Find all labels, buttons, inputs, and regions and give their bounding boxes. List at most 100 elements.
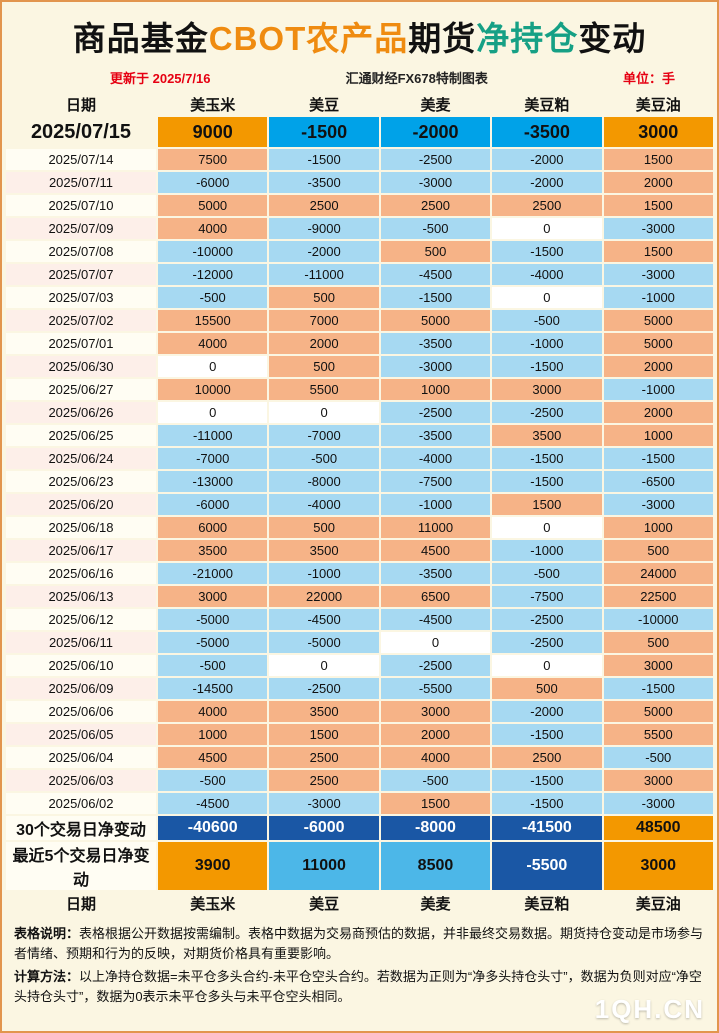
date-cell: 2025/06/30 [6, 356, 156, 377]
value-cell: 1000 [158, 724, 268, 745]
value-cell: -1500 [492, 241, 602, 262]
value-cell: 3500 [269, 540, 379, 561]
value-cell: 500 [269, 356, 379, 377]
date-cell: 2025/07/15 [30, 120, 132, 143]
column-header-3: 美麦 [420, 96, 451, 114]
value-cell: -8000 [269, 471, 379, 492]
value-cell: 11000 [380, 517, 491, 538]
value-cell: 2000 [380, 724, 491, 745]
value-cell: -500 [380, 770, 491, 791]
value-cell: 5500 [603, 724, 713, 745]
value-cell: -1500 [492, 448, 602, 469]
date-cell: 2025/06/13 [6, 586, 156, 607]
value-cell: 4000 [158, 333, 268, 354]
date-cell: 2025/07/09 [6, 218, 156, 239]
data-row: 2025/06/20 -6000 -4000 -1000 1500 -3000 [6, 494, 713, 515]
value-cell: -9000 [269, 218, 379, 239]
value-cell: -4000 [380, 448, 491, 469]
column-header-1: 美玉米 [190, 96, 236, 114]
value-cell: -4000 [492, 264, 602, 285]
date-cell: 2025/06/23 [6, 471, 156, 492]
note-method: 计算方法：以上净持仓数据=未平仓多头合约-未平仓空头合约。若数据为正则为“净多头… [14, 967, 705, 1007]
value-cell: -500 [269, 448, 379, 469]
column-header-2: 美豆 [309, 895, 340, 913]
table-header-row: 日期 美玉米 美豆 美麦 美豆粕 美豆油 [6, 93, 713, 115]
value-cell: -500 [380, 218, 491, 239]
value-cell: 3500 [269, 701, 379, 722]
data-row: 2025/06/18 6000 500 11000 0 1000 [6, 517, 713, 538]
value-cell: 500 [269, 287, 379, 308]
value-cell: -1000 [492, 333, 602, 354]
value-cell: 3000 [492, 379, 602, 400]
value-cell: 0 [492, 517, 602, 538]
value-cell: -3000 [380, 356, 491, 377]
date-cell: 2025/07/01 [6, 333, 156, 354]
value-cell: -1500 [492, 724, 602, 745]
value-cell: -500 [158, 655, 268, 676]
value-cell: -2500 [492, 402, 602, 423]
data-row: 2025/07/07 -12000 -11000 -4500 -4000 -3000 [6, 264, 713, 285]
value-cell: 0 [492, 218, 602, 239]
watermark: 1QH.CN [594, 994, 705, 1024]
value-cell: -11000 [269, 264, 379, 285]
column-header-0: 日期 [65, 895, 96, 913]
value-cell: -10000 [603, 609, 713, 630]
data-row: 2025/06/02 -4500 -3000 1500 -1500 -3000 [6, 793, 713, 814]
value-cell: -3000 [603, 494, 713, 515]
value-cell: -1000 [603, 379, 713, 400]
value-cell: 1500 [492, 494, 602, 515]
date-cell: 2025/07/08 [6, 241, 156, 262]
value-cell: -2000 [492, 149, 602, 170]
value-cell: -1000 [492, 540, 602, 561]
value-cell: 6000 [158, 517, 268, 538]
value-cell: -1000 [380, 494, 491, 515]
value-cell: -1500 [492, 770, 602, 791]
value-cell: -500 [158, 287, 268, 308]
value-cell: 0 [269, 402, 379, 423]
value-cell: 0 [492, 655, 602, 676]
value-cell: 1500 [603, 195, 713, 216]
value-cell: -2000 [492, 172, 602, 193]
data-row: 2025/06/25 -11000 -7000 -3500 3500 1000 [6, 425, 713, 446]
summary-value-cell: 3000 [603, 842, 713, 890]
data-row: 2025/06/11 -5000 -5000 0 -2500 500 [6, 632, 713, 653]
data-row: 2025/06/13 3000 22000 6500 -7500 22500 [6, 586, 713, 607]
summary-label: 最近5个交易日净变动 [6, 842, 156, 890]
source-label: 汇通财经FX678特制图表 [345, 71, 488, 86]
value-cell: -2500 [380, 402, 491, 423]
value-cell: 2000 [269, 333, 379, 354]
value-cell: 7000 [269, 310, 379, 331]
column-header-1: 美玉米 [190, 895, 236, 913]
summary-value-cell: -41500 [492, 816, 602, 840]
value-cell: 2000 [603, 172, 713, 193]
value-cell: 1000 [380, 379, 491, 400]
value-cell: -3000 [603, 793, 713, 814]
value-cell: -1500 [603, 678, 713, 699]
data-row: 2025/06/30 0 500 -3000 -1500 2000 [6, 356, 713, 377]
value-cell: -12000 [158, 264, 268, 285]
date-cell: 2025/06/17 [6, 540, 156, 561]
summary-value-cell: -40600 [158, 816, 268, 840]
data-row: 2025/06/06 4000 3500 3000 -2000 5000 [6, 701, 713, 722]
date-cell: 2025/06/02 [6, 793, 156, 814]
note-method-text: 以上净持仓数据=未平仓多头合约-未平仓空头合约。若数据为正则为“净多头持仓头寸”… [14, 969, 702, 1005]
value-cell: -5000 [269, 632, 379, 653]
title-segment-black-3: 变动 [578, 20, 647, 57]
value-cell: 22500 [603, 586, 713, 607]
value-cell: -500 [492, 310, 602, 331]
value-cell: 6500 [380, 586, 491, 607]
note-description: 表格说明：表格根据公开数据按需编制。表格中数据为交易商预估的数据，并非最终交易数… [14, 924, 705, 964]
net-positions-table: 日期 美玉米 美豆 美麦 美豆粕 美豆油 2025/07/15 9000 -1500 -2000… [4, 91, 715, 916]
title-segment-orange: CBOT农产品 [208, 20, 409, 57]
value-cell: 3500 [158, 540, 268, 561]
value-cell: 0 [158, 356, 268, 377]
value-cell: -2500 [492, 632, 602, 653]
value-cell: 4000 [380, 747, 491, 768]
title-segment-black-2: 期货 [408, 20, 477, 57]
value-cell: 2500 [269, 195, 379, 216]
data-row: 2025/06/17 3500 3500 4500 -1000 500 [6, 540, 713, 561]
date-cell: 2025/06/27 [6, 379, 156, 400]
value-cell: -3500 [380, 563, 491, 584]
date-cell: 2025/06/03 [6, 770, 156, 791]
